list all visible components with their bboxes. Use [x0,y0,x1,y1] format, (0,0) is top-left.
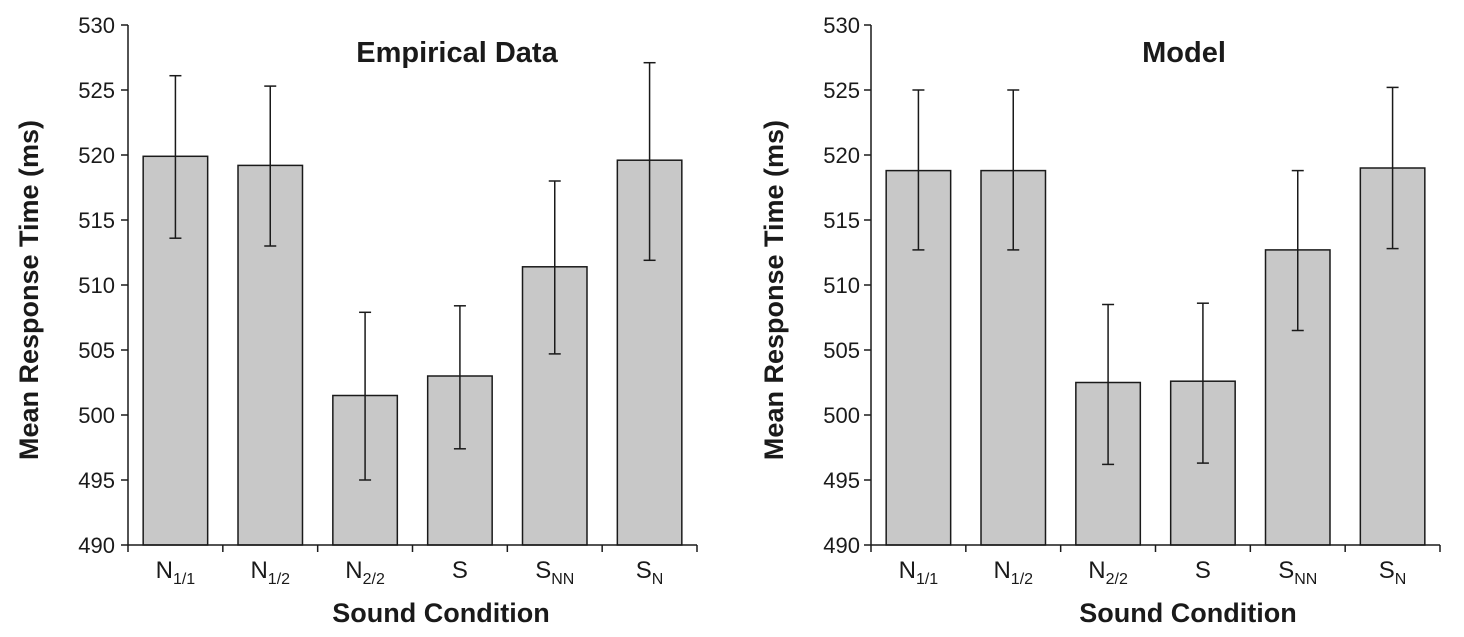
chart-2-x-tick-label: SNN [1278,557,1317,588]
chart-1-x-tick-label: SNN [535,557,574,588]
chart-2-x-tick-label: SN [1379,557,1407,588]
chart-2-y-tick-label: 530 [823,13,860,38]
chart-1-error-bar [643,61,656,262]
chart-2-y-tick-label: 525 [823,78,860,103]
chart-1-x-axis-title: Sound Condition [332,598,549,628]
chart-2-error-bar [1291,169,1304,332]
chart-1-y-tick-label: 525 [78,78,115,103]
chart-2-bar [1264,249,1331,546]
chart-1: 490 495 500 505 510 515 520 525 530 N1/1 N1/2 N2/2 S… [14,13,698,628]
chart-1-error-bar [264,85,277,247]
chart-2-y-tick-label: 500 [823,403,860,428]
chart-2-bar [980,169,1047,546]
chart-2-error-bar [1386,86,1399,250]
chart-1-y-axis-title: Mean Response Time (ms) [14,120,44,460]
chart-1-x-tick-label: N2/2 [345,557,385,588]
chart-1-error-bar [453,305,466,450]
chart-1-y-tick-label: 505 [78,338,115,363]
chart-2-error-bar [1007,89,1020,251]
chart-1-error-bar [169,74,182,239]
chart-2-y-tick-label: 520 [823,143,860,168]
chart-2-error-bar [1196,302,1209,464]
chart-2-y-tick-label: 510 [823,273,860,298]
chart-1-y-tick-label: 500 [78,403,115,428]
chart-1-x-tick-label: N1/1 [156,557,196,588]
chart-1-error-bar [548,180,561,355]
chart-2-x-tick-label: S [1195,557,1211,584]
chart-2-error-bar [912,89,925,251]
chart-1-y-tick-label: 510 [78,273,115,298]
chart-1-y-tick-label: 515 [78,208,115,233]
chart-1-y-tick-label: 490 [78,533,115,558]
chart-1-y-tick-label: 530 [78,13,115,38]
chart-2-x-axis-title: Sound Condition [1079,598,1296,628]
chart-2-error-bar [1102,303,1115,466]
chart-1-x-tick-label: N1/2 [250,557,290,588]
chart-2-y-tick-label: 515 [823,208,860,233]
chart-2: 490 495 500 505 510 515 520 525 530 N1/1 N1/2 N2/2 S… [759,13,1441,628]
chart-2-y-tick-label: 490 [823,533,860,558]
chart-2-y-tick-label: 495 [823,468,860,493]
chart-1-y-tick-label: 520 [78,143,115,168]
chart-1-x-tick-label: SN [636,557,664,588]
chart-2-x-tick-label: N1/1 [899,557,939,588]
chart-1-error-bar [359,311,372,481]
chart-2-x-tick-label: N1/2 [993,557,1033,588]
chart-1-x-tick-label: S [452,557,468,584]
chart-2-title: Model [1142,37,1226,69]
chart-2-x-tick-label: N2/2 [1088,557,1128,588]
chart-2-y-axis-title: Mean Response Time (ms) [759,120,789,460]
chart-1-title: Empirical Data [356,37,558,69]
chart-1-y-tick-label: 495 [78,468,115,493]
chart-2-y-tick-label: 505 [823,338,860,363]
